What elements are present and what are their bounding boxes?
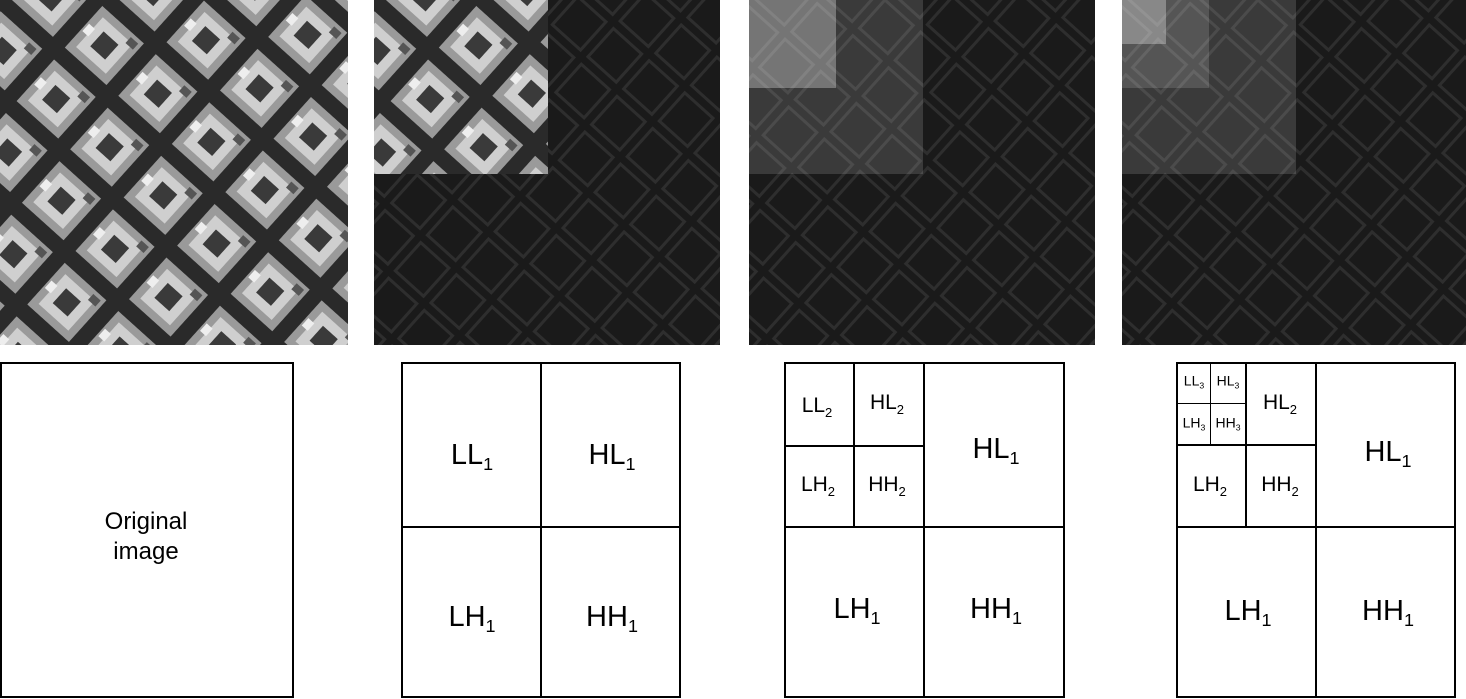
- label-hh1: HH1: [586, 600, 638, 637]
- level3-inner-region: [1122, 0, 1209, 88]
- label-hh2-level3: HH2: [1261, 473, 1299, 499]
- level3-horizontal-divider: [1176, 526, 1456, 528]
- ll1-approximation-region: [374, 0, 548, 174]
- original-image-caption: Original image: [105, 507, 188, 567]
- level1-transform-photo: [374, 0, 720, 345]
- level2-inner-horizontal-divider: [784, 445, 924, 447]
- label-lh2-level3: LH2: [1192, 473, 1228, 499]
- label-hh2: HH2: [868, 473, 906, 499]
- level2-detail-region: [749, 0, 923, 174]
- level3-mid-horizontal-divider: [1176, 444, 1316, 446]
- level3-inner-horizontal-divider: [1176, 403, 1246, 404]
- label-lh1-level3: LH1: [1224, 594, 1272, 631]
- label-lh3: LH3: [1182, 414, 1206, 433]
- label-hl1-level3: HL1: [1364, 435, 1412, 472]
- original-image-box: [0, 362, 294, 698]
- level2-transform-photo: [749, 0, 1095, 345]
- level3-transform-photo: [1122, 0, 1466, 345]
- label-ll3: LL3: [1183, 372, 1205, 391]
- label-ll1: LL1: [450, 438, 494, 475]
- label-lh1: LH1: [448, 600, 496, 637]
- level1-vertical-divider: [540, 362, 542, 698]
- label-lh2: LH2: [800, 473, 836, 499]
- label-hl2: HL2: [869, 391, 905, 417]
- caption-line-1: Original: [104, 508, 188, 535]
- label-hl3: HL3: [1216, 372, 1240, 391]
- label-hh1-level2: HH1: [970, 592, 1022, 629]
- ll2-approximation-region: [749, 0, 836, 88]
- label-hl1-level2: HL1: [972, 432, 1020, 469]
- label-ll2: LL2: [801, 394, 833, 420]
- level2-horizontal-divider: [784, 526, 1065, 528]
- label-hl1: HL1: [588, 438, 636, 475]
- level3-vertical-divider: [1315, 362, 1317, 698]
- label-hh1-level3: HH1: [1362, 594, 1414, 631]
- caption-line-2: image: [113, 538, 179, 565]
- city-grid-pattern: [0, 0, 348, 345]
- original-aerial-photo: [0, 0, 348, 345]
- level3-detail-region: [1122, 0, 1296, 174]
- level1-horizontal-divider: [401, 526, 681, 528]
- level2-inner-vertical-divider: [853, 362, 855, 527]
- label-hl2-level3: HL2: [1262, 391, 1298, 417]
- level2-vertical-divider: [923, 362, 925, 698]
- label-hh3: HH3: [1215, 414, 1241, 433]
- label-lh1-level2: LH1: [833, 592, 881, 629]
- ll3-approximation-region: [1122, 0, 1166, 44]
